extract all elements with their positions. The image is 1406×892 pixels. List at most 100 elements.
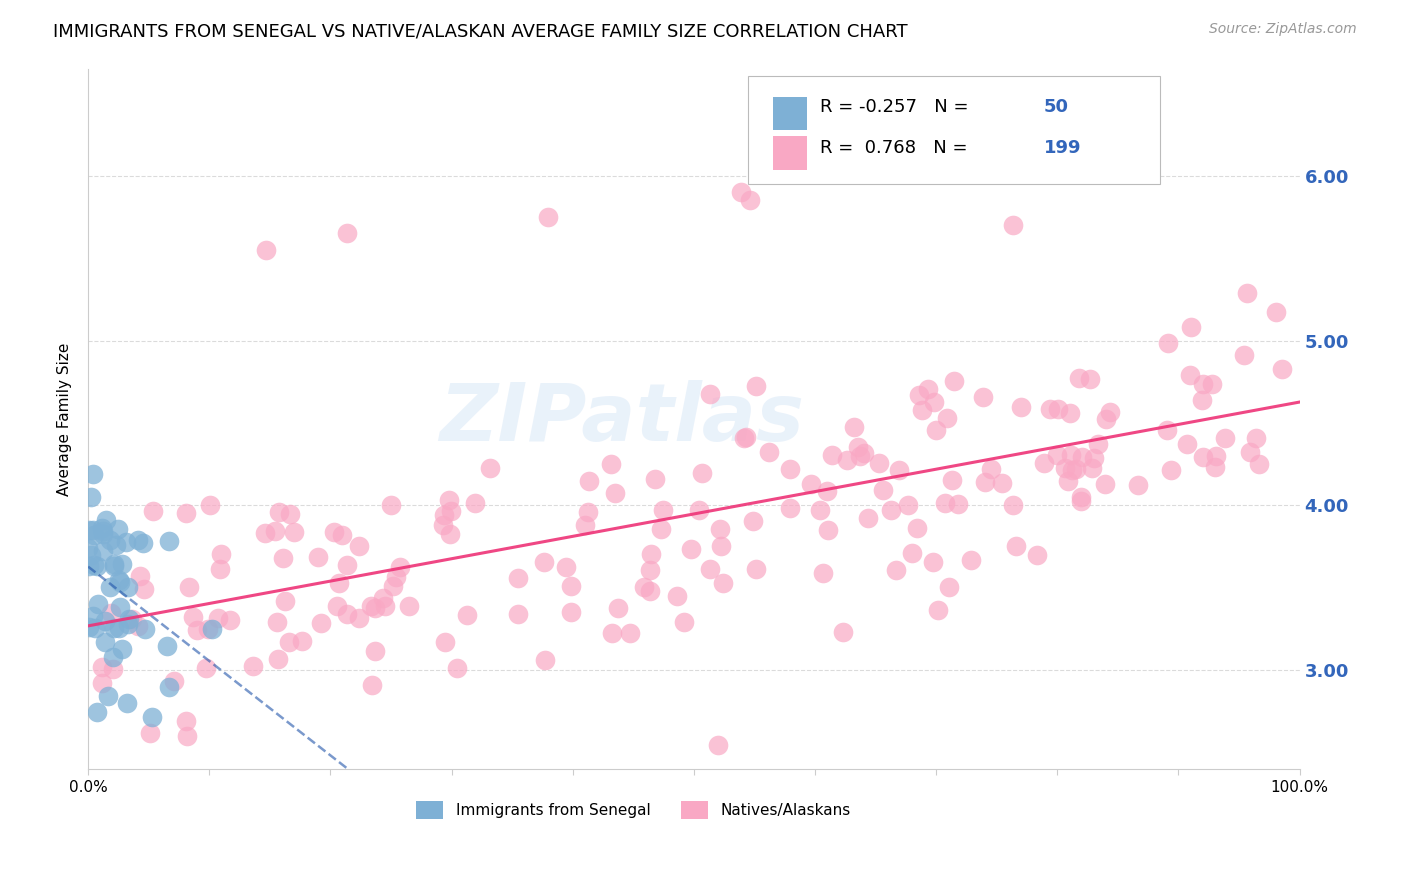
- Point: [326, 599, 349, 613]
- Point: [758, 445, 780, 459]
- Point: [384, 570, 406, 584]
- Point: [104, 538, 127, 552]
- Point: [665, 589, 688, 603]
- Point: [479, 461, 502, 475]
- Point: [1201, 377, 1223, 392]
- Point: [307, 549, 329, 564]
- Point: [456, 608, 478, 623]
- Point: [108, 575, 131, 590]
- Point: [856, 511, 879, 525]
- Point: [107, 573, 129, 587]
- Point: [972, 390, 994, 404]
- Point: [872, 483, 894, 497]
- Point: [291, 634, 314, 648]
- Point: [1010, 400, 1032, 414]
- Point: [688, 503, 710, 517]
- Point: [347, 610, 370, 624]
- Point: [141, 709, 163, 723]
- Point: [1002, 498, 1025, 512]
- Point: [273, 551, 295, 566]
- Point: [650, 522, 672, 536]
- Point: [209, 547, 232, 561]
- Y-axis label: Average Family Size: Average Family Size: [58, 343, 72, 496]
- Point: [107, 522, 129, 536]
- Point: [83, 528, 105, 542]
- Point: [1099, 405, 1122, 419]
- Point: [1213, 432, 1236, 446]
- Point: [93, 524, 115, 539]
- Point: [266, 615, 288, 629]
- Point: [309, 615, 332, 630]
- Point: [156, 639, 179, 653]
- Point: [533, 653, 555, 667]
- Point: [103, 557, 125, 571]
- Point: [79, 523, 101, 537]
- Point: [1265, 304, 1288, 318]
- Point: [934, 496, 956, 510]
- FancyBboxPatch shape: [773, 136, 807, 170]
- Point: [1005, 539, 1028, 553]
- Point: [735, 430, 758, 444]
- Point: [1191, 376, 1213, 391]
- Point: [84, 621, 107, 635]
- Point: [1059, 406, 1081, 420]
- Point: [93, 527, 115, 541]
- Point: [779, 500, 801, 515]
- Point: [77, 620, 100, 634]
- Point: [91, 543, 114, 558]
- Text: R =  0.768   N =: R = 0.768 N =: [820, 138, 973, 157]
- Point: [267, 652, 290, 666]
- Point: [599, 457, 621, 471]
- Point: [127, 618, 149, 632]
- Point: [177, 580, 200, 594]
- Point: [911, 403, 934, 417]
- Point: [925, 423, 948, 437]
- Point: [139, 726, 162, 740]
- Point: [439, 526, 461, 541]
- Point: [905, 521, 928, 535]
- Point: [800, 476, 823, 491]
- Point: [1064, 461, 1087, 475]
- Point: [900, 546, 922, 560]
- Point: [253, 526, 276, 541]
- Point: [1046, 448, 1069, 462]
- Point: [832, 624, 855, 639]
- Point: [162, 673, 184, 688]
- Point: [77, 541, 100, 555]
- Point: [280, 507, 302, 521]
- Point: [880, 503, 903, 517]
- Point: [86, 558, 108, 573]
- Point: [1080, 371, 1102, 385]
- Point: [815, 484, 838, 499]
- Point: [606, 600, 628, 615]
- Point: [132, 582, 155, 597]
- Point: [533, 555, 555, 569]
- Point: [974, 475, 997, 489]
- Point: [1081, 461, 1104, 475]
- Point: [835, 452, 858, 467]
- Point: [744, 379, 766, 393]
- Point: [115, 697, 138, 711]
- Point: [907, 388, 929, 402]
- Point: [1087, 436, 1109, 450]
- Point: [332, 527, 354, 541]
- Point: [174, 506, 197, 520]
- Point: [633, 580, 655, 594]
- Point: [574, 518, 596, 533]
- Point: [927, 603, 949, 617]
- Point: [142, 504, 165, 518]
- Point: [336, 607, 359, 621]
- Point: [157, 533, 180, 548]
- Point: [134, 622, 156, 636]
- Point: [1246, 431, 1268, 445]
- Point: [1271, 362, 1294, 376]
- Point: [1157, 336, 1180, 351]
- Point: [364, 644, 387, 658]
- Point: [560, 606, 582, 620]
- Point: [948, 497, 970, 511]
- Point: [347, 539, 370, 553]
- Point: [98, 580, 121, 594]
- Point: [1156, 423, 1178, 437]
- Point: [80, 491, 103, 505]
- Point: [201, 623, 224, 637]
